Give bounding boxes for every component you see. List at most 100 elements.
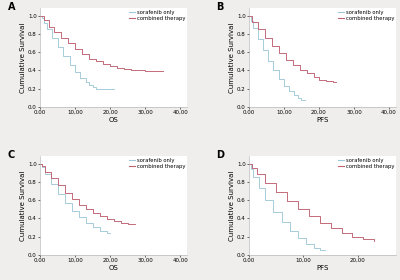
sorafenib only (78, 71, 83, 74)
combined therapy (38, 162, 42, 165)
sorafenib only (248, 167, 253, 171)
combined therapy (52, 31, 56, 34)
sorafenib only (246, 14, 251, 17)
combined therapy (262, 28, 267, 31)
Legend: sorafenib only, combined therapy: sorafenib only, combined therapy (128, 10, 186, 21)
Line: sorafenib only: sorafenib only (40, 164, 110, 233)
Text: B: B (216, 3, 224, 13)
combined therapy (132, 222, 137, 225)
X-axis label: PFS: PFS (316, 265, 329, 271)
combined therapy (83, 207, 88, 211)
sorafenib only (48, 173, 53, 176)
combined therapy (104, 218, 109, 221)
combined therapy (125, 222, 130, 225)
combined therapy (111, 218, 116, 221)
combined therapy (46, 25, 51, 28)
sorafenib only (302, 98, 307, 101)
sorafenib only (251, 176, 256, 179)
combined therapy (87, 57, 92, 60)
sorafenib only (42, 21, 47, 25)
sorafenib only (263, 186, 268, 190)
sorafenib only (69, 201, 74, 204)
combined therapy (136, 68, 140, 71)
sorafenib only (271, 60, 276, 63)
sorafenib only (279, 210, 284, 214)
combined therapy (304, 68, 309, 71)
combined therapy (66, 36, 70, 39)
sorafenib only (266, 49, 270, 52)
combined therapy (297, 68, 302, 71)
sorafenib only (302, 98, 307, 101)
combined therapy (41, 14, 46, 17)
sorafenib only (248, 14, 253, 17)
sorafenib only (43, 173, 48, 176)
Line: combined therapy: combined therapy (40, 16, 162, 71)
combined therapy (122, 66, 126, 69)
combined therapy (263, 181, 268, 185)
combined therapy (290, 63, 295, 67)
combined therapy (339, 227, 344, 230)
combined therapy (255, 20, 260, 24)
sorafenib only (67, 54, 72, 57)
sorafenib only (292, 89, 297, 92)
sorafenib only (256, 176, 261, 179)
sorafenib only (255, 27, 260, 30)
combined therapy (118, 221, 123, 225)
sorafenib only (76, 209, 81, 213)
sorafenib only (260, 38, 265, 41)
combined therapy (43, 170, 48, 173)
combined therapy (69, 197, 74, 201)
combined therapy (249, 162, 254, 165)
combined therapy (80, 52, 84, 56)
combined therapy (274, 181, 278, 185)
sorafenib only (276, 77, 281, 80)
combined therapy (143, 69, 148, 72)
combined therapy (76, 197, 81, 201)
combined therapy (38, 14, 42, 17)
combined therapy (296, 199, 300, 203)
sorafenib only (271, 210, 276, 214)
combined therapy (306, 215, 311, 218)
combined therapy (269, 44, 274, 48)
sorafenib only (312, 242, 317, 246)
Text: A: A (8, 3, 15, 13)
sorafenib only (263, 198, 268, 202)
sorafenib only (55, 36, 60, 39)
combined therapy (160, 70, 165, 73)
sorafenib only (39, 17, 44, 20)
combined therapy (129, 68, 134, 71)
combined therapy (283, 52, 288, 55)
combined therapy (330, 81, 335, 84)
sorafenib only (276, 69, 281, 72)
combined therapy (249, 166, 254, 170)
combined therapy (129, 67, 134, 70)
combined therapy (59, 36, 64, 39)
sorafenib only (296, 96, 300, 99)
combined therapy (52, 25, 56, 28)
sorafenib only (282, 84, 286, 88)
combined therapy (317, 215, 322, 218)
Y-axis label: Cumulative Survival: Cumulative Survival (20, 22, 26, 93)
sorafenib only (292, 94, 297, 97)
combined therapy (69, 191, 74, 194)
sorafenib only (83, 81, 88, 84)
combined therapy (306, 207, 311, 211)
sorafenib only (45, 21, 50, 25)
combined therapy (55, 176, 60, 180)
Y-axis label: Cumulative Survival: Cumulative Survival (229, 22, 235, 93)
combined therapy (250, 14, 255, 17)
combined therapy (361, 235, 366, 238)
sorafenib only (87, 81, 92, 84)
combined therapy (101, 62, 106, 66)
sorafenib only (73, 63, 78, 67)
Text: D: D (216, 150, 224, 160)
combined therapy (90, 211, 95, 214)
sorafenib only (111, 87, 116, 90)
combined therapy (304, 71, 309, 75)
sorafenib only (55, 182, 60, 185)
sorafenib only (97, 226, 102, 229)
combined therapy (372, 239, 377, 243)
combined therapy (73, 47, 78, 50)
Legend: sorafenib only, combined therapy: sorafenib only, combined therapy (338, 157, 395, 169)
sorafenib only (256, 186, 261, 190)
